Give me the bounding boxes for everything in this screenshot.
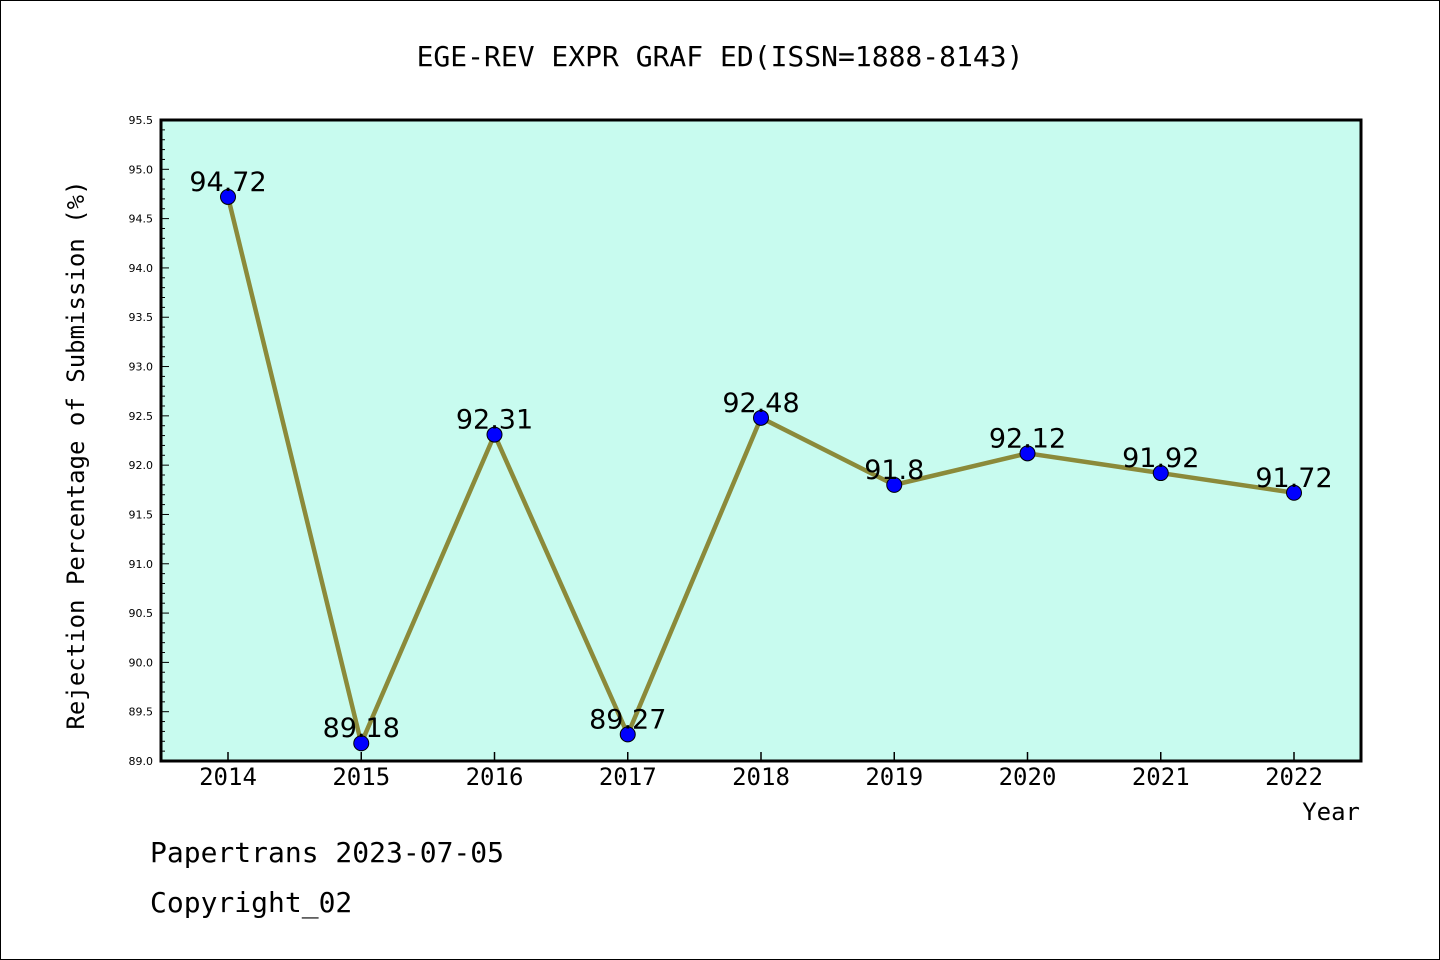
chart-title: EGE-REV EXPR GRAF ED(ISSN=1888-8143)	[417, 40, 1024, 73]
y-tick-label: 90.5	[129, 607, 154, 620]
data-label: 92.12	[989, 423, 1066, 454]
y-tick-label: 95.5	[129, 114, 154, 127]
data-label: 92.31	[456, 405, 533, 436]
y-tick-label: 93.0	[129, 361, 154, 374]
data-point	[886, 476, 903, 493]
x-tick-label: 2021	[1132, 763, 1190, 791]
data-point	[486, 426, 503, 443]
y-axis-ticks: 89.0 89.5 90.0 90.5 91.0 91.5 92.0 92.5 93.0 93.5…	[129, 114, 169, 768]
x-tick-label: 2018	[732, 763, 790, 791]
data-point	[1152, 465, 1169, 482]
data-point	[1286, 484, 1302, 501]
data-label: 91.8	[864, 455, 924, 486]
data-point	[1019, 445, 1036, 462]
x-axis-label: Year	[1302, 798, 1360, 826]
data-labels: 94.72 89.18 92.31 89.27 92.48 91.8 92.12 91.92 9…	[189, 167, 1332, 744]
y-tick-label: 89.0	[129, 755, 154, 768]
data-point	[753, 409, 769, 426]
y-tick-label: 91.0	[129, 558, 154, 571]
x-tick-label: 2020	[999, 763, 1057, 791]
x-tick-label: 2019	[865, 763, 923, 791]
y-tick-label: 90.0	[129, 656, 154, 669]
x-tick-label: 2014	[199, 763, 257, 791]
y-tick-label: 89.5	[129, 706, 154, 719]
y-axis-label: Rejection Percentage of Submission (%)	[62, 180, 90, 729]
y-tick-label: 92.0	[129, 459, 154, 472]
y-tick-label: 93.5	[129, 311, 154, 324]
data-point	[220, 188, 236, 205]
plot-area	[159, 118, 1363, 763]
x-axis-ticks: 2014 2015 2016 2017 2018 2019 2020 2021 2022	[199, 752, 1323, 791]
data-label: 92.48	[722, 388, 799, 419]
y-tick-label: 94.5	[129, 213, 154, 226]
series-markers	[220, 188, 1302, 752]
x-tick-label: 2022	[1265, 763, 1323, 791]
y-tick-label: 91.5	[129, 508, 154, 521]
footer-date: Papertrans 2023-07-05	[150, 836, 505, 869]
data-label: 91.92	[1122, 443, 1199, 474]
footer-copyright: Copyright_02	[150, 886, 353, 919]
data-label: 94.72	[189, 167, 266, 198]
y-tick-label: 94.0	[129, 262, 154, 275]
data-point	[353, 735, 370, 752]
x-tick-label: 2017	[599, 763, 657, 791]
y-tick-label: 95.0	[129, 163, 154, 176]
x-tick-label: 2016	[466, 763, 524, 791]
data-label: 89.27	[589, 704, 666, 735]
y-tick-label: 92.5	[129, 410, 154, 423]
x-tick-label: 2015	[332, 763, 390, 791]
data-point	[619, 726, 636, 743]
data-label: 91.72	[1255, 463, 1332, 494]
data-label: 89.18	[323, 713, 400, 744]
